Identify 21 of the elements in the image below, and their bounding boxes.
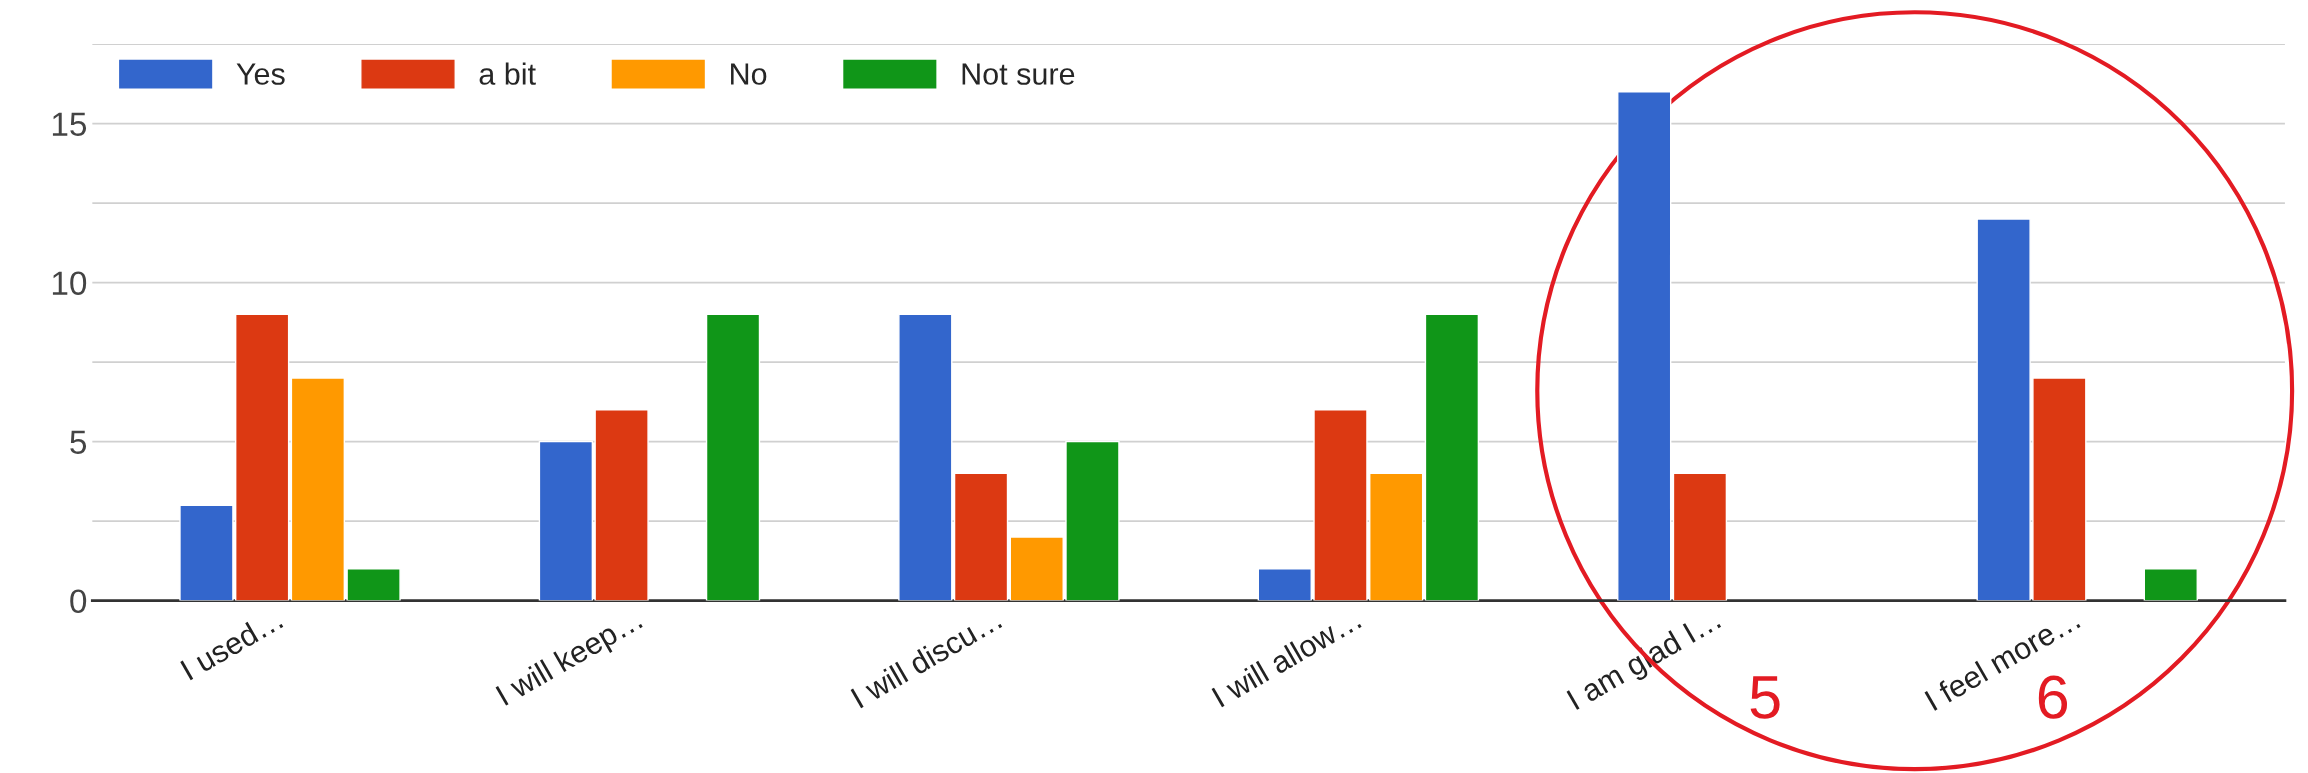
x-tick-label: I will discu… xyxy=(850,607,1003,709)
bar xyxy=(898,313,953,601)
x-tick-label: I will allow… xyxy=(1210,607,1362,708)
x-tick-label: I used… xyxy=(179,607,284,681)
bar xyxy=(1672,472,1728,601)
x-tick-label: I will keep… xyxy=(495,607,646,712)
text: 5 xyxy=(1750,676,1780,719)
bar xyxy=(705,313,761,601)
y-tick-label: 10 xyxy=(52,271,87,295)
text: 6 xyxy=(2038,675,2068,719)
bar xyxy=(2143,568,2198,601)
bar xyxy=(1424,313,1480,601)
legend-label: Yes xyxy=(236,63,285,85)
y-tick-label: 0 xyxy=(70,589,87,614)
y-tick-label: 15 xyxy=(52,112,87,136)
bar xyxy=(953,472,1009,601)
bar xyxy=(1617,91,1672,601)
legend-label: a bit xyxy=(479,62,536,85)
y-tick-label: 5 xyxy=(70,430,87,455)
legend-label: No xyxy=(731,63,767,85)
legend-label: Not sure xyxy=(962,63,1075,85)
